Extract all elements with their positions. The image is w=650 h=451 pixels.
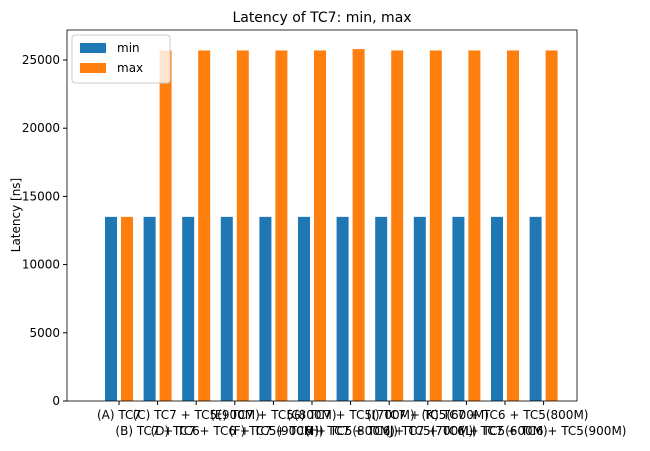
legend-swatch [80, 43, 106, 53]
chart-title: Latency of TC7: min, max [232, 10, 411, 26]
y-tick-label: 25000 [22, 53, 60, 67]
x-tick-label: (K) TC7 + TC6 + TC5(800M) [422, 408, 589, 422]
legend-label: max [117, 61, 143, 75]
x-tick-label: (E) TC7 + TC5(800M) [210, 408, 336, 422]
bar [545, 50, 558, 401]
bar [314, 50, 326, 401]
x-tick-label: (D) TC7 + TC6 + TC5(900M) [151, 424, 319, 438]
bar [529, 216, 542, 401]
x-tick-label: (G) TC7 + TC5(700M) [287, 408, 415, 422]
bar [452, 216, 465, 401]
legend-label: min [117, 41, 140, 55]
bar [198, 50, 211, 401]
bar [391, 50, 404, 401]
bar [413, 216, 426, 401]
x-tick-label: (H) TC7 + TC6 + TC5(700M) [305, 424, 473, 438]
bar [182, 216, 195, 401]
bar [220, 216, 233, 401]
x-tick-label: (L) TC7 + TC6 + TC5(900M) [461, 424, 627, 438]
bar [491, 216, 503, 401]
y-tick-label: 0 [52, 394, 60, 408]
bar [375, 216, 388, 401]
x-tick-label: (I) TC7 + TC5(600M) [367, 408, 489, 422]
y-tick-label: 20000 [22, 121, 60, 135]
bar [275, 50, 288, 401]
y-tick-label: 15000 [22, 189, 60, 203]
bar [352, 49, 365, 402]
y-tick-label: 5000 [29, 326, 60, 340]
legend-swatch [80, 63, 106, 73]
bar [159, 50, 172, 401]
x-tick-label: (C) TC7 + TC5(900M) [133, 408, 260, 422]
x-tick-label: (J) TC7 + TC6 + TC5(600M) [385, 424, 548, 438]
bar [507, 50, 519, 401]
bar [236, 50, 249, 401]
bar [336, 216, 349, 401]
x-tick-label: (B) TC7 + TC6 [115, 424, 199, 438]
bar [105, 216, 117, 401]
y-tick-label: 10000 [22, 258, 60, 272]
bar [298, 216, 310, 401]
bar [468, 50, 481, 401]
y-axis-label: Latency [ns] [9, 178, 23, 252]
bar [121, 216, 133, 401]
bar [143, 216, 156, 401]
x-tick-label: (A) TC7 [97, 408, 141, 422]
plot-frame [66, 29, 578, 402]
bar [429, 50, 442, 401]
x-tick-label: (F) TC7 + TC6 + TC5(800M) [229, 424, 395, 438]
bar [259, 216, 272, 401]
